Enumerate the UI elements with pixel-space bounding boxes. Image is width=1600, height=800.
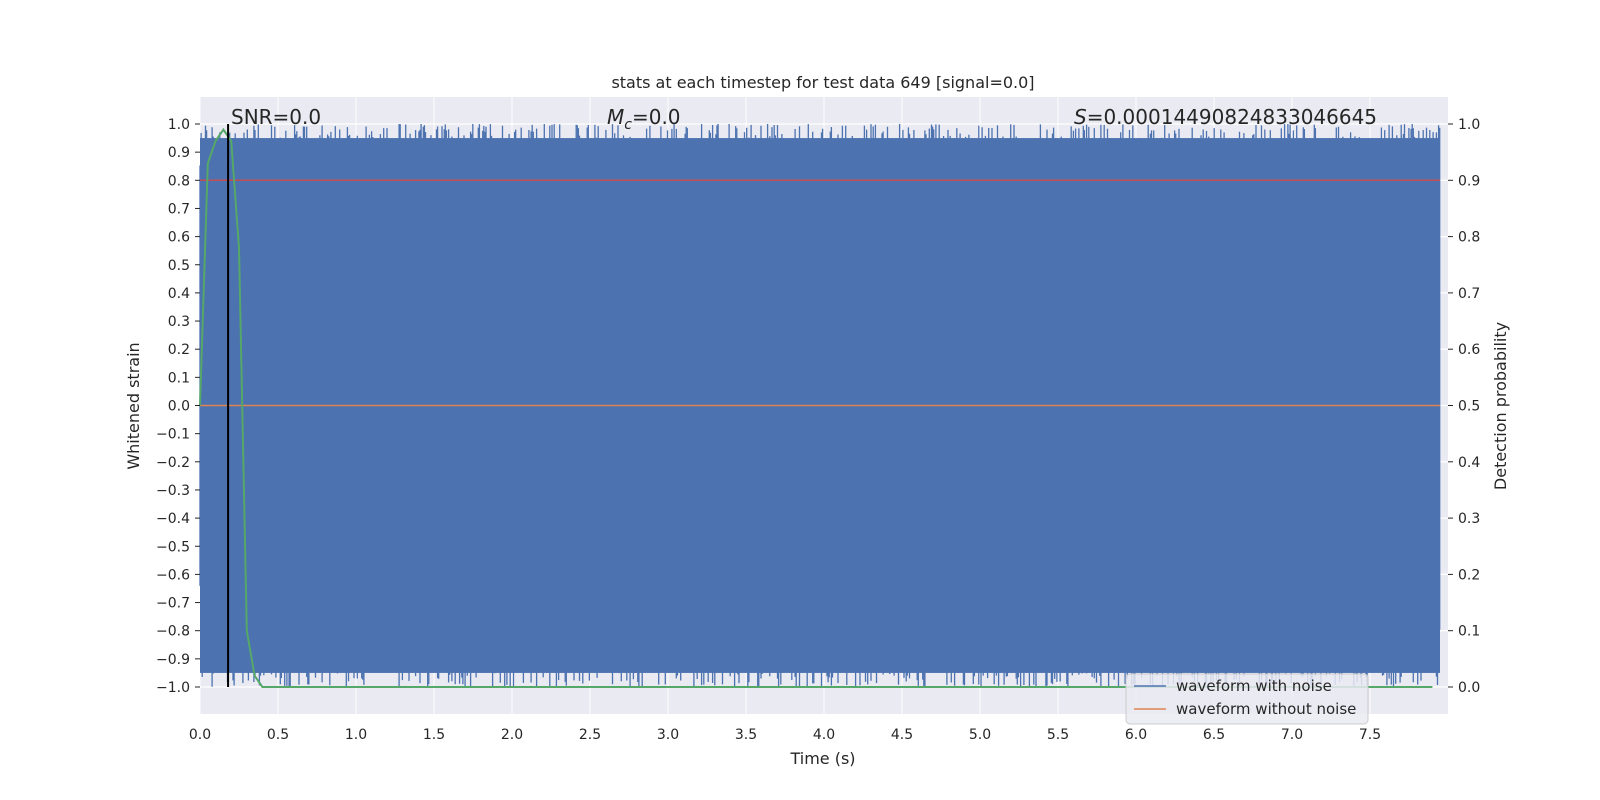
- legend: waveform with noise waveform without noi…: [1125, 673, 1369, 725]
- x-tick-label: 1.5: [423, 727, 445, 743]
- x-tick-label: 2.5: [579, 727, 601, 743]
- chirp-mass-subscript: c: [624, 117, 632, 133]
- x-tick-label: 0.5: [267, 727, 289, 743]
- y-tick-label: −0.1: [156, 427, 190, 443]
- y2-tick-label: 0.5: [1458, 399, 1480, 415]
- x-tick-label: 5.5: [1047, 727, 1069, 743]
- s-value: =0.0001449082483304664​5: [1087, 105, 1377, 129]
- y-axis-ticks: 1.0 0.9 0.8 0.7 0.6 0.5 0.4 0.3 0.2 0.1 0.0 −0.1 −0.…: [156, 117, 200, 696]
- x-tick-label: 6.0: [1125, 727, 1147, 743]
- y2-tick-label: 0.2: [1458, 567, 1480, 583]
- y2-tick-label: 0.0: [1458, 680, 1480, 696]
- y-tick-label: −0.3: [156, 483, 190, 499]
- y-tick-label: 0.6: [168, 230, 190, 246]
- y2-tick-label: 0.6: [1458, 342, 1480, 358]
- y2-axis-label: Detection probability: [1491, 322, 1510, 490]
- y2-axis-ticks: 1.0 0.9 0.8 0.7 0.6 0.5 0.4 0.3 0.2 0.1 0.0: [1448, 117, 1480, 696]
- x-tick-label: 4.5: [891, 727, 913, 743]
- y-tick-label: 0.0: [168, 399, 190, 415]
- y2-tick-label: 0.7: [1458, 286, 1480, 302]
- legend-clean-label: waveform without noise: [1176, 700, 1356, 718]
- x-tick-label: 7.5: [1359, 727, 1381, 743]
- x-tick-label: 2.0: [501, 727, 523, 743]
- y2-tick-label: 0.4: [1458, 455, 1480, 471]
- y-axis-label: Whitened strain: [124, 342, 143, 469]
- y-tick-label: −0.7: [156, 596, 190, 612]
- y-tick-label: −0.4: [156, 511, 190, 527]
- legend-box: [1125, 673, 1369, 725]
- y-tick-label: 0.8: [168, 173, 190, 189]
- x-tick-label: 6.5: [1203, 727, 1225, 743]
- chirp-mass-symbol: M: [607, 105, 624, 129]
- y-tick-label: −0.2: [156, 455, 190, 471]
- s-symbol: S: [1074, 105, 1087, 129]
- y-tick-label: 0.1: [168, 370, 190, 386]
- x-tick-label: 0.0: [189, 727, 211, 743]
- s-annotation: S=0.0001449082483304664​5: [1074, 105, 1377, 129]
- legend-noise-label: waveform with noise: [1176, 677, 1332, 695]
- y-tick-label: −0.8: [156, 624, 190, 640]
- chirp-mass-annotation: Mc=0.0: [607, 105, 681, 133]
- y-tick-label: −0.6: [156, 567, 190, 583]
- x-tick-label: 4.0: [813, 727, 835, 743]
- y-tick-label: 0.9: [168, 145, 190, 161]
- x-tick-label: 1.0: [345, 727, 367, 743]
- y-tick-label: 1.0: [168, 117, 190, 133]
- chart-title: stats at each timestep for test data 649…: [611, 73, 1034, 92]
- y-tick-label: 0.2: [168, 342, 190, 358]
- y-tick-label: −0.9: [156, 652, 190, 668]
- y-tick-label: 0.5: [168, 258, 190, 274]
- x-tick-label: 5.0: [969, 727, 991, 743]
- x-tick-label: 3.0: [657, 727, 679, 743]
- snr-annotation: SNR=0.0: [231, 105, 321, 129]
- detection-probability-line: [199, 127, 1433, 688]
- y-tick-label: 0.7: [168, 201, 190, 217]
- y2-tick-label: 0.1: [1458, 624, 1480, 640]
- y2-tick-label: 0.9: [1458, 173, 1480, 189]
- y-tick-label: 0.4: [168, 286, 190, 302]
- x-tick-label: 7.0: [1281, 727, 1303, 743]
- y2-tick-label: 1.0: [1458, 117, 1480, 133]
- x-axis-ticks: 0.0 0.5 1.0 1.5 2.0 2.5 3.0 3.5 4.0 4.5 5.0 5.5 6.0 6…: [189, 727, 1381, 743]
- y2-tick-label: 0.3: [1458, 511, 1480, 527]
- y-tick-label: −0.5: [156, 539, 190, 555]
- y-tick-label: −1.0: [156, 680, 190, 696]
- x-axis-label: Time (s): [789, 749, 855, 768]
- x-tick-label: 3.5: [735, 727, 757, 743]
- y-tick-label: 0.3: [168, 314, 190, 330]
- chirp-mass-value: =0.0: [632, 105, 681, 129]
- y2-tick-label: 0.8: [1458, 230, 1480, 246]
